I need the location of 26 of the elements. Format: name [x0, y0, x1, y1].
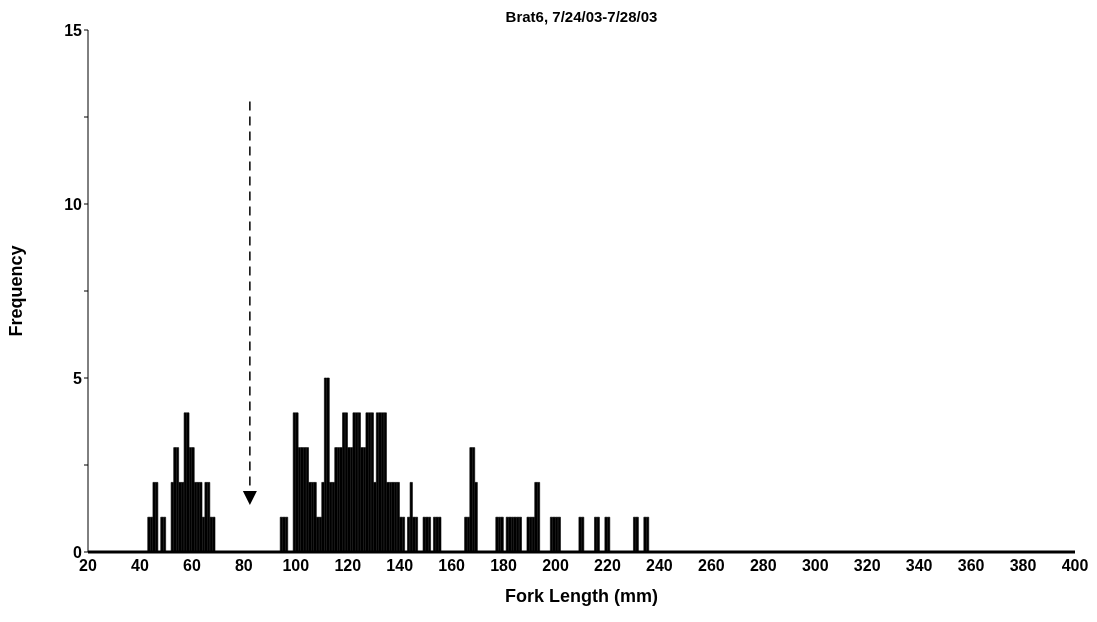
y-axis-title: Frequency [6, 245, 27, 337]
x-tick-label: 260 [698, 557, 725, 575]
x-tick-label: 280 [749, 557, 777, 575]
x-axis-title: Fork Length (mm) [505, 586, 658, 606]
x-tick-label: 40 [131, 557, 149, 575]
x-tick-label: 360 [957, 557, 985, 575]
x-tick-label: 120 [334, 557, 362, 575]
x-tick-label: 220 [594, 557, 621, 575]
x-tick-label: 380 [1009, 557, 1037, 575]
x-tick-label: 20 [79, 557, 97, 575]
x-tick-label: 180 [490, 557, 518, 575]
y-tick-label: 15 [64, 21, 83, 39]
x-tick-label: 340 [905, 557, 933, 575]
y-tick-label: 5 [73, 369, 83, 387]
x-tick-label: 100 [282, 557, 310, 575]
x-tick-label: 240 [646, 557, 673, 575]
x-tick-label: 160 [438, 557, 466, 575]
x-tick-label: 60 [183, 557, 201, 575]
x-tick-label: 140 [386, 557, 414, 575]
x-tick-label: 320 [853, 557, 881, 575]
x-tick-label: 400 [1061, 557, 1089, 575]
x-tick-label: 300 [801, 557, 829, 575]
x-tick-label: 80 [234, 557, 253, 575]
y-tick-label: 10 [64, 195, 83, 213]
x-tick-label: 200 [542, 557, 569, 575]
chart-title: Brat6, 7/24/03-7/28/03 [505, 8, 658, 25]
